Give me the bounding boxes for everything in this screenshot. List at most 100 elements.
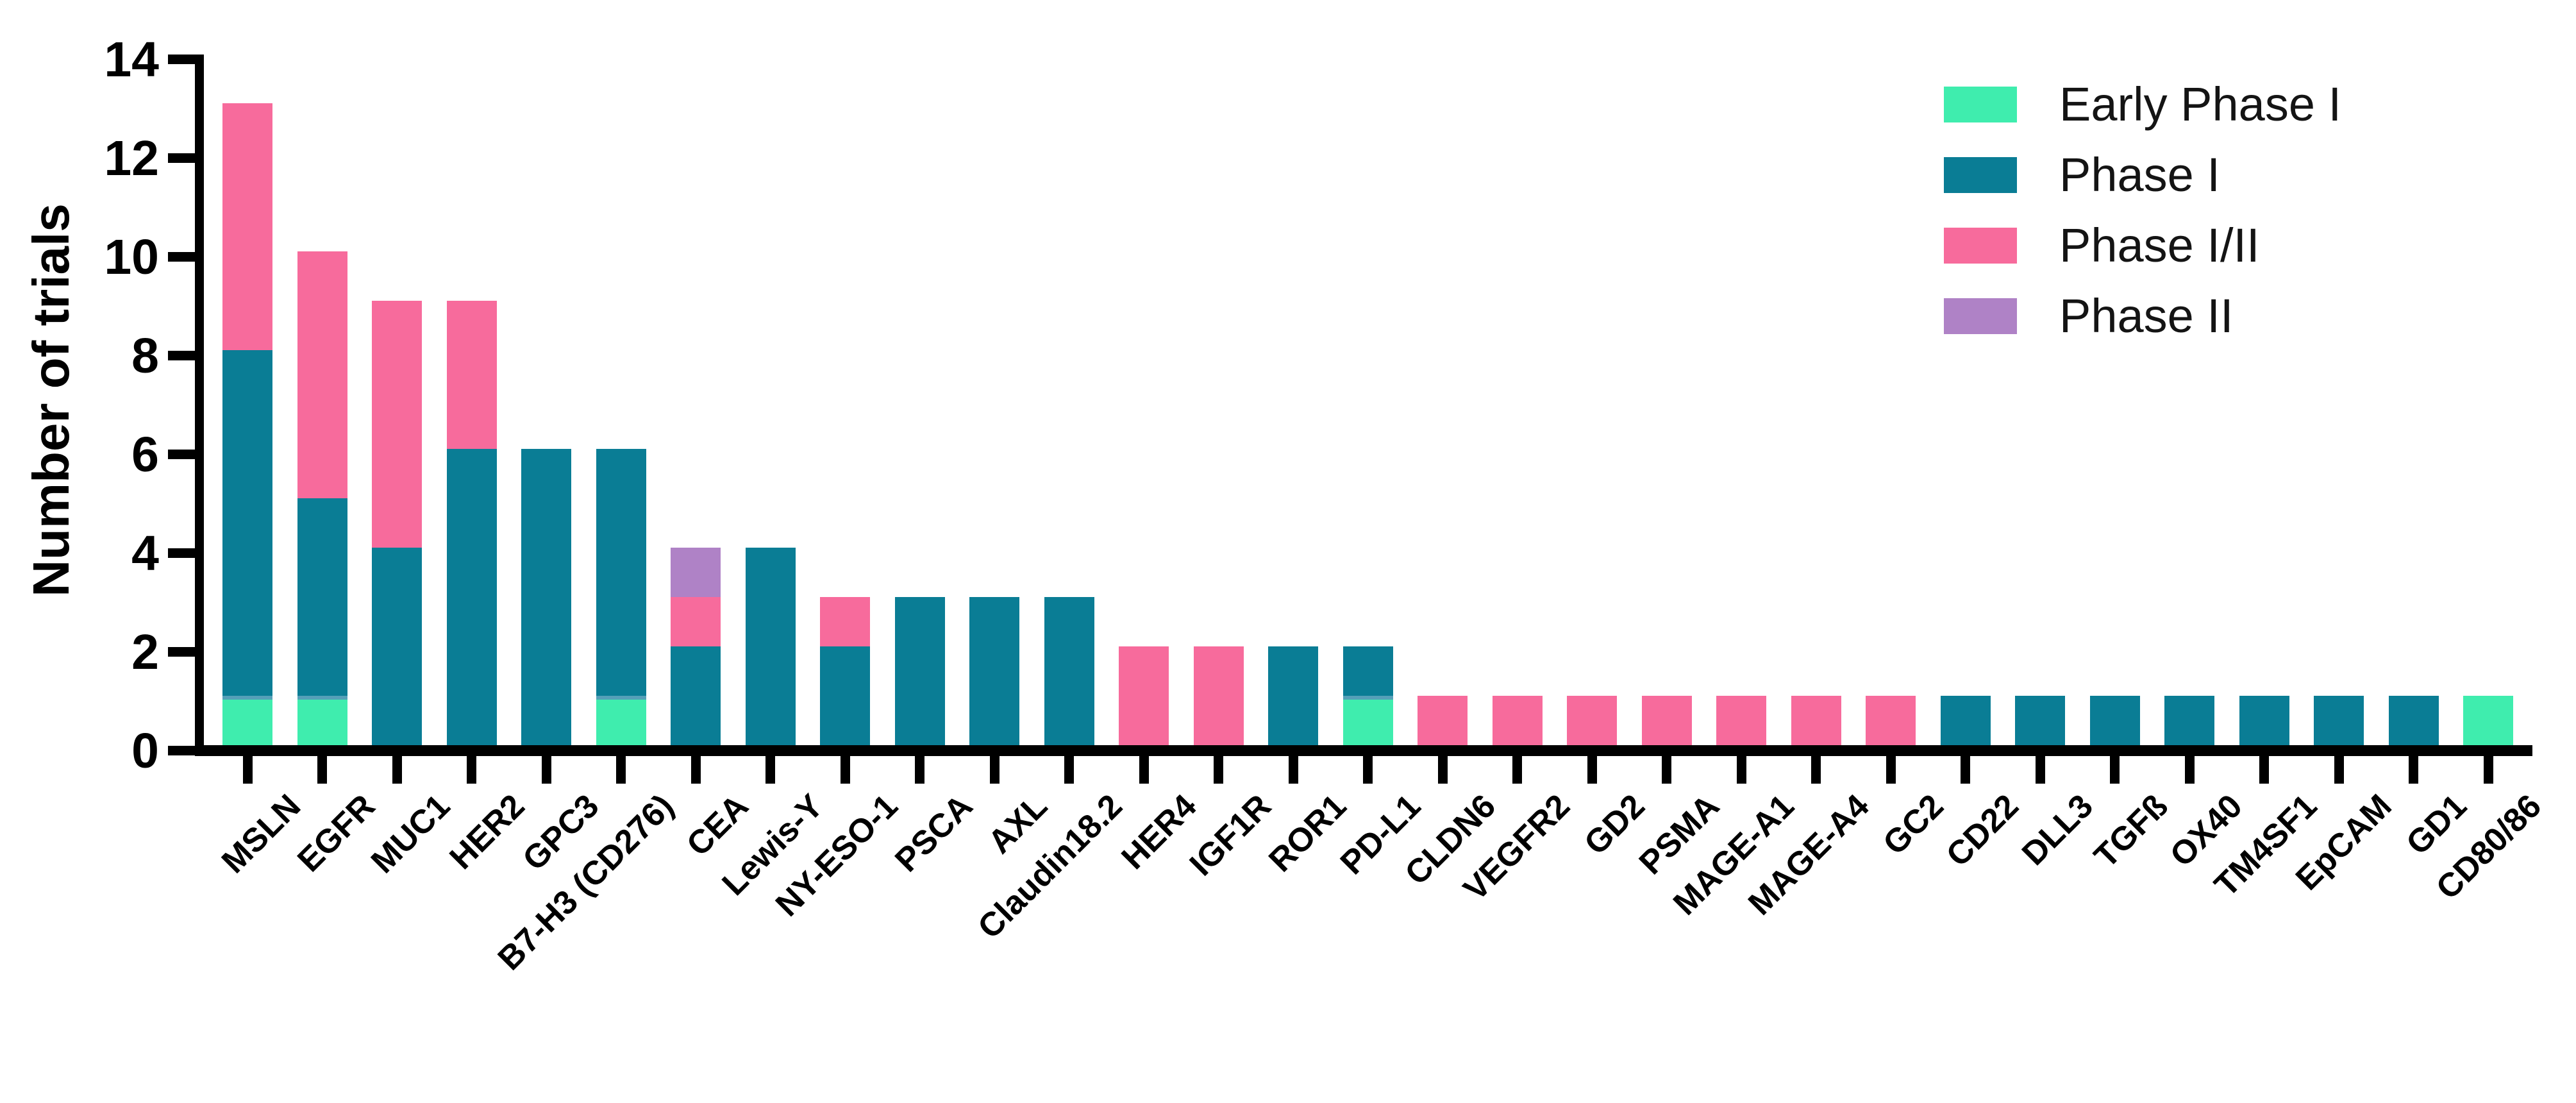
bar-CD80/86: [2463, 696, 2513, 745]
x-label-IGF1R: IGF1R: [1183, 787, 1279, 884]
segment-phase_1_2: [1492, 696, 1543, 745]
bar-GC2: [1866, 696, 1916, 745]
segment-phase_1: [2239, 696, 2289, 745]
x-tick: [2259, 756, 2269, 784]
segment-divider: [297, 696, 347, 700]
segment-phase_1: [820, 646, 870, 745]
x-tick: [690, 756, 701, 784]
y-tick: [168, 351, 195, 360]
y-tick-label: 0: [131, 723, 159, 779]
segment-phase_1: [671, 646, 721, 745]
x-tick: [1139, 756, 1149, 784]
segment-divider: [596, 696, 646, 700]
segment-phase_1: [372, 548, 422, 745]
x-label-GC2: GC2: [1876, 787, 1951, 863]
bar-EGFR: [297, 251, 347, 745]
legend-row-phase_2: Phase II: [1944, 292, 2341, 340]
x-label-EGFR: EGFR: [290, 787, 383, 880]
y-tick-label: 12: [104, 130, 159, 186]
y-tick: [168, 548, 195, 558]
x-label-MUC1: MUC1: [364, 787, 457, 881]
legend-label-early_phase_1: Early Phase I: [2059, 78, 2342, 131]
segment-phase_1_2: [1567, 696, 1617, 745]
x-tick: [1288, 756, 1298, 784]
segment-phase_1_2: [1641, 696, 1692, 745]
segment-phase_1: [446, 449, 497, 745]
legend-label-phase_2: Phase II: [2059, 289, 2234, 342]
x-tick: [317, 756, 327, 784]
x-label-DLL3: DLL3: [2014, 787, 2100, 873]
x-axis-line: [195, 745, 2532, 756]
segment-phase_1: [2314, 696, 2364, 745]
bar-PSCA: [894, 597, 945, 745]
x-tick: [1363, 756, 1373, 784]
segment-phase_1_2: [671, 597, 721, 646]
y-tick: [168, 252, 195, 262]
x-tick: [1961, 756, 1970, 784]
x-tick: [2035, 756, 2045, 784]
legend-row-phase_1: Phase I: [1944, 151, 2341, 199]
x-label-MSLN: MSLN: [214, 787, 308, 881]
x-tick: [1064, 756, 1074, 784]
bar-Claudin18.2: [1044, 597, 1094, 745]
segment-phase_1: [2089, 696, 2140, 745]
bar-AXL: [969, 597, 1019, 745]
y-tick: [168, 746, 195, 755]
legend-label-phase_1_2: Phase I/II: [2059, 219, 2260, 272]
y-axis-title: Number of trials: [22, 203, 79, 597]
y-tick-label: 14: [104, 31, 159, 87]
bar-VEGFR2: [1492, 696, 1543, 745]
bar-Lewis-Y: [745, 548, 796, 745]
segment-phase_1: [1044, 597, 1094, 745]
legend-row-early_phase_1: Early Phase I: [1944, 81, 2341, 128]
segment-phase_1: [222, 350, 272, 696]
segment-early_phase_1: [596, 700, 646, 745]
y-tick-label: 2: [131, 624, 159, 680]
y-tick: [168, 450, 195, 459]
segment-phase_1: [894, 597, 945, 745]
x-label-HER2: HER2: [442, 787, 532, 877]
bar-DLL3: [2015, 696, 2065, 745]
segment-phase_1: [297, 498, 347, 696]
bar-HER4: [1119, 646, 1169, 745]
segment-phase_1: [745, 548, 796, 745]
y-axis-line: [195, 55, 204, 756]
bar-GD2: [1567, 696, 1617, 745]
x-tick: [541, 756, 551, 784]
bar-ROR1: [1268, 646, 1318, 745]
x-tick: [2184, 756, 2195, 784]
legend-swatch-early_phase_1: [1944, 87, 2017, 122]
segment-phase_1_2: [820, 597, 870, 646]
x-tick: [1587, 756, 1597, 784]
bar-EpCAM: [2314, 696, 2364, 745]
y-tick: [168, 55, 195, 64]
segment-phase_1_2: [222, 103, 272, 350]
x-tick: [616, 756, 626, 784]
segment-divider: [1342, 696, 1393, 700]
segment-phase_1: [521, 449, 571, 745]
bar-MSLN: [222, 103, 272, 745]
x-tick: [765, 756, 775, 784]
segment-divider: [222, 696, 272, 700]
bar-NY-ESO-1: [820, 597, 870, 745]
segment-phase_1: [1342, 646, 1393, 696]
x-label-TGFß: TGFß: [2087, 787, 2175, 875]
x-tick: [242, 756, 253, 784]
x-label-PSCA: PSCA: [888, 787, 980, 880]
bar-GD1: [2388, 696, 2439, 745]
x-label-CD22: CD22: [1939, 787, 2026, 874]
bar-PD-L1: [1342, 646, 1393, 745]
y-tick-label: 10: [104, 229, 159, 285]
legend-swatch-phase_2: [1944, 298, 2017, 334]
segment-phase_1: [1268, 646, 1318, 745]
legend-swatch-phase_1_2: [1944, 228, 2017, 264]
segment-phase_1_2: [1119, 646, 1169, 745]
legend: Early Phase I Phase I Phase I/II Phase II: [1944, 81, 2341, 340]
x-tick: [467, 756, 476, 784]
bar-OX40: [2164, 696, 2214, 745]
bar-MAGE-A1: [1716, 696, 1766, 745]
x-tick: [1437, 756, 1448, 784]
segment-phase_1_2: [1716, 696, 1766, 745]
bar-CD22: [1940, 696, 1991, 745]
segment-phase_1: [969, 597, 1019, 745]
